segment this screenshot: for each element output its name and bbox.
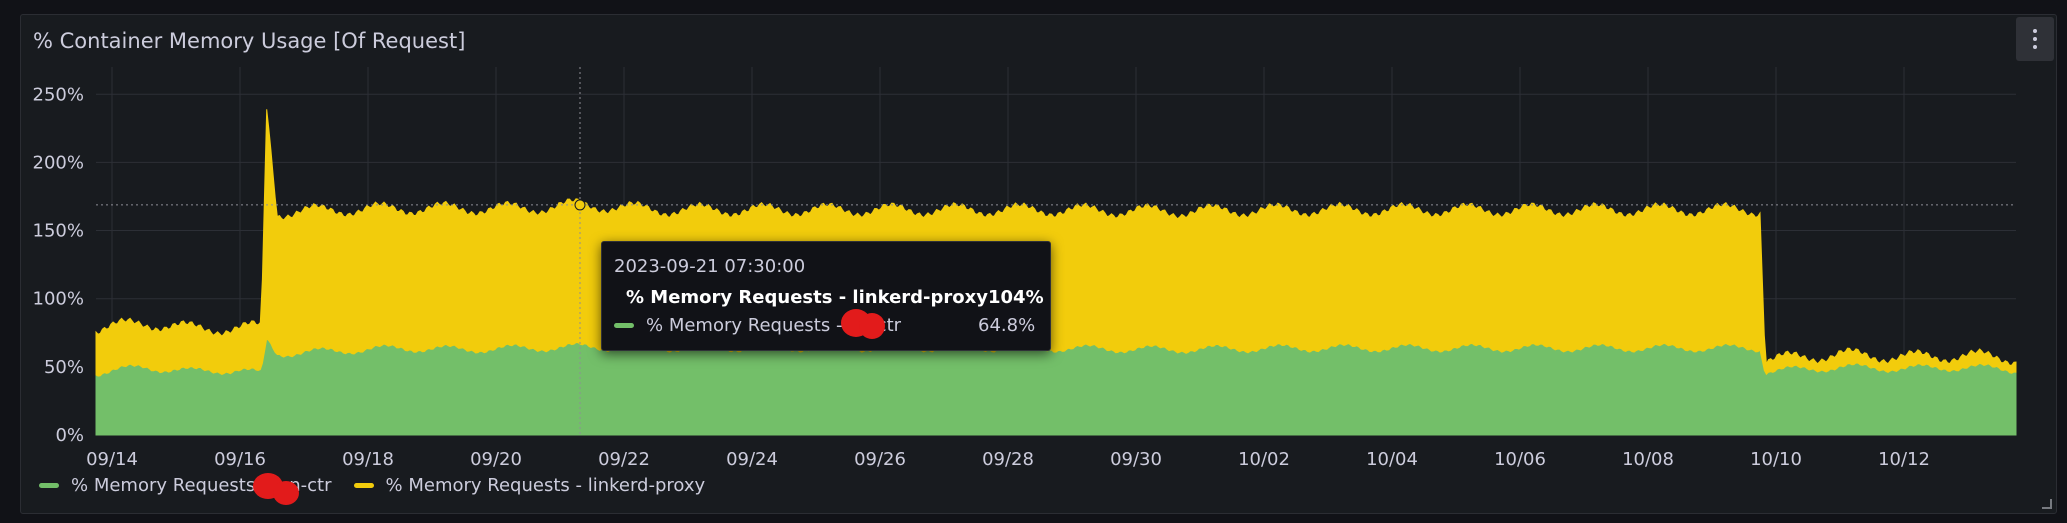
x-tick-label: 10/12 <box>1878 449 1930 470</box>
legend-label-linkerd: % Memory Requests - linkerd-proxy <box>385 475 706 496</box>
tooltip-series-value: 64.8% <box>978 315 1036 336</box>
legend-item-ctr[interactable]: % Memory Requests n-ctr <box>39 475 332 496</box>
x-tick-label: 09/30 <box>1110 449 1162 470</box>
tooltip-time: 2023-09-21 07:30:00 <box>614 256 806 277</box>
x-tick-label: 09/18 <box>342 449 394 470</box>
legend-swatch-linkerd <box>353 483 374 488</box>
tooltip-series-name: % Memory Requests - linkerd-proxy <box>626 287 988 308</box>
x-tick-label: 09/28 <box>982 449 1034 470</box>
chart-legend: % Memory Requests n-ctr % Memory Request… <box>39 475 727 496</box>
tooltip-row-ctr: % Memory Requests - -ctr 64.8% <box>614 315 1038 336</box>
hover-tooltip: 2023-09-21 07:30:00 % Memory Requests - … <box>601 241 1051 351</box>
x-tick-label: 10/06 <box>1494 449 1546 470</box>
y-axis-ticks: 0% 50% 100% 150% 200% 250% <box>33 84 84 446</box>
x-tick-label: 10/02 <box>1238 449 1290 470</box>
legend-item-linkerd-proxy[interactable]: % Memory Requests - linkerd-proxy <box>353 475 706 496</box>
legend-label-ctr-suffix: n-ctr <box>289 475 332 496</box>
redaction-mark <box>859 313 885 339</box>
x-tick-label: 09/24 <box>726 449 778 470</box>
tooltip-series-value: 104% <box>988 287 1044 308</box>
cursor-point <box>574 199 586 211</box>
chart-areas <box>95 109 2017 436</box>
x-axis-ticks: 09/14 09/16 09/18 09/20 09/22 09/24 09/26 09/28… <box>86 449 1930 470</box>
x-tick-label: 10/04 <box>1366 449 1418 470</box>
y-tick-label: 200% <box>33 152 84 173</box>
area-series-0 <box>95 337 2017 436</box>
tooltip-series-name: % Memory Requests - -ctr <box>646 315 978 336</box>
kebab-menu-icon[interactable] <box>2016 17 2054 61</box>
x-tick-label: 09/22 <box>598 449 650 470</box>
x-tick-label: 09/20 <box>470 449 522 470</box>
panel-title: % Container Memory Usage [Of Request] <box>33 29 466 53</box>
chart-svg[interactable]: 0%50%100%150%200%250% 09/14 09/16 09/18 09/… <box>21 15 2058 515</box>
tooltip-series-name-prefix: % Memory Requests - <box>646 315 849 336</box>
legend-swatch-ctr <box>39 483 59 488</box>
x-tick-label: 10/10 <box>1750 449 1802 470</box>
hover-cursor <box>96 67 2016 435</box>
legend-label-ctr-prefix: % Memory Requests <box>71 475 256 496</box>
chart-panel: % Container Memory Usage [Of Request] 0%… <box>20 14 2057 514</box>
resize-handle-icon[interactable] <box>2042 499 2052 509</box>
x-tick-label: 10/08 <box>1622 449 1674 470</box>
y-tick-label: 100% <box>33 289 84 310</box>
y-tick-label: 50% <box>44 357 84 378</box>
x-tick-label: 09/14 <box>86 449 138 470</box>
tooltip-row-linkerd: % Memory Requests - linkerd-proxy 104% <box>614 287 1044 308</box>
y-tick-label: 250% <box>33 84 84 105</box>
x-tick-label: 09/26 <box>854 449 906 470</box>
y-tick-label: 0% <box>55 425 84 446</box>
redaction-mark <box>273 481 299 505</box>
x-tick-label: 09/16 <box>214 449 266 470</box>
y-tick-label: 150% <box>33 221 84 242</box>
area-series-1 <box>95 109 2017 377</box>
